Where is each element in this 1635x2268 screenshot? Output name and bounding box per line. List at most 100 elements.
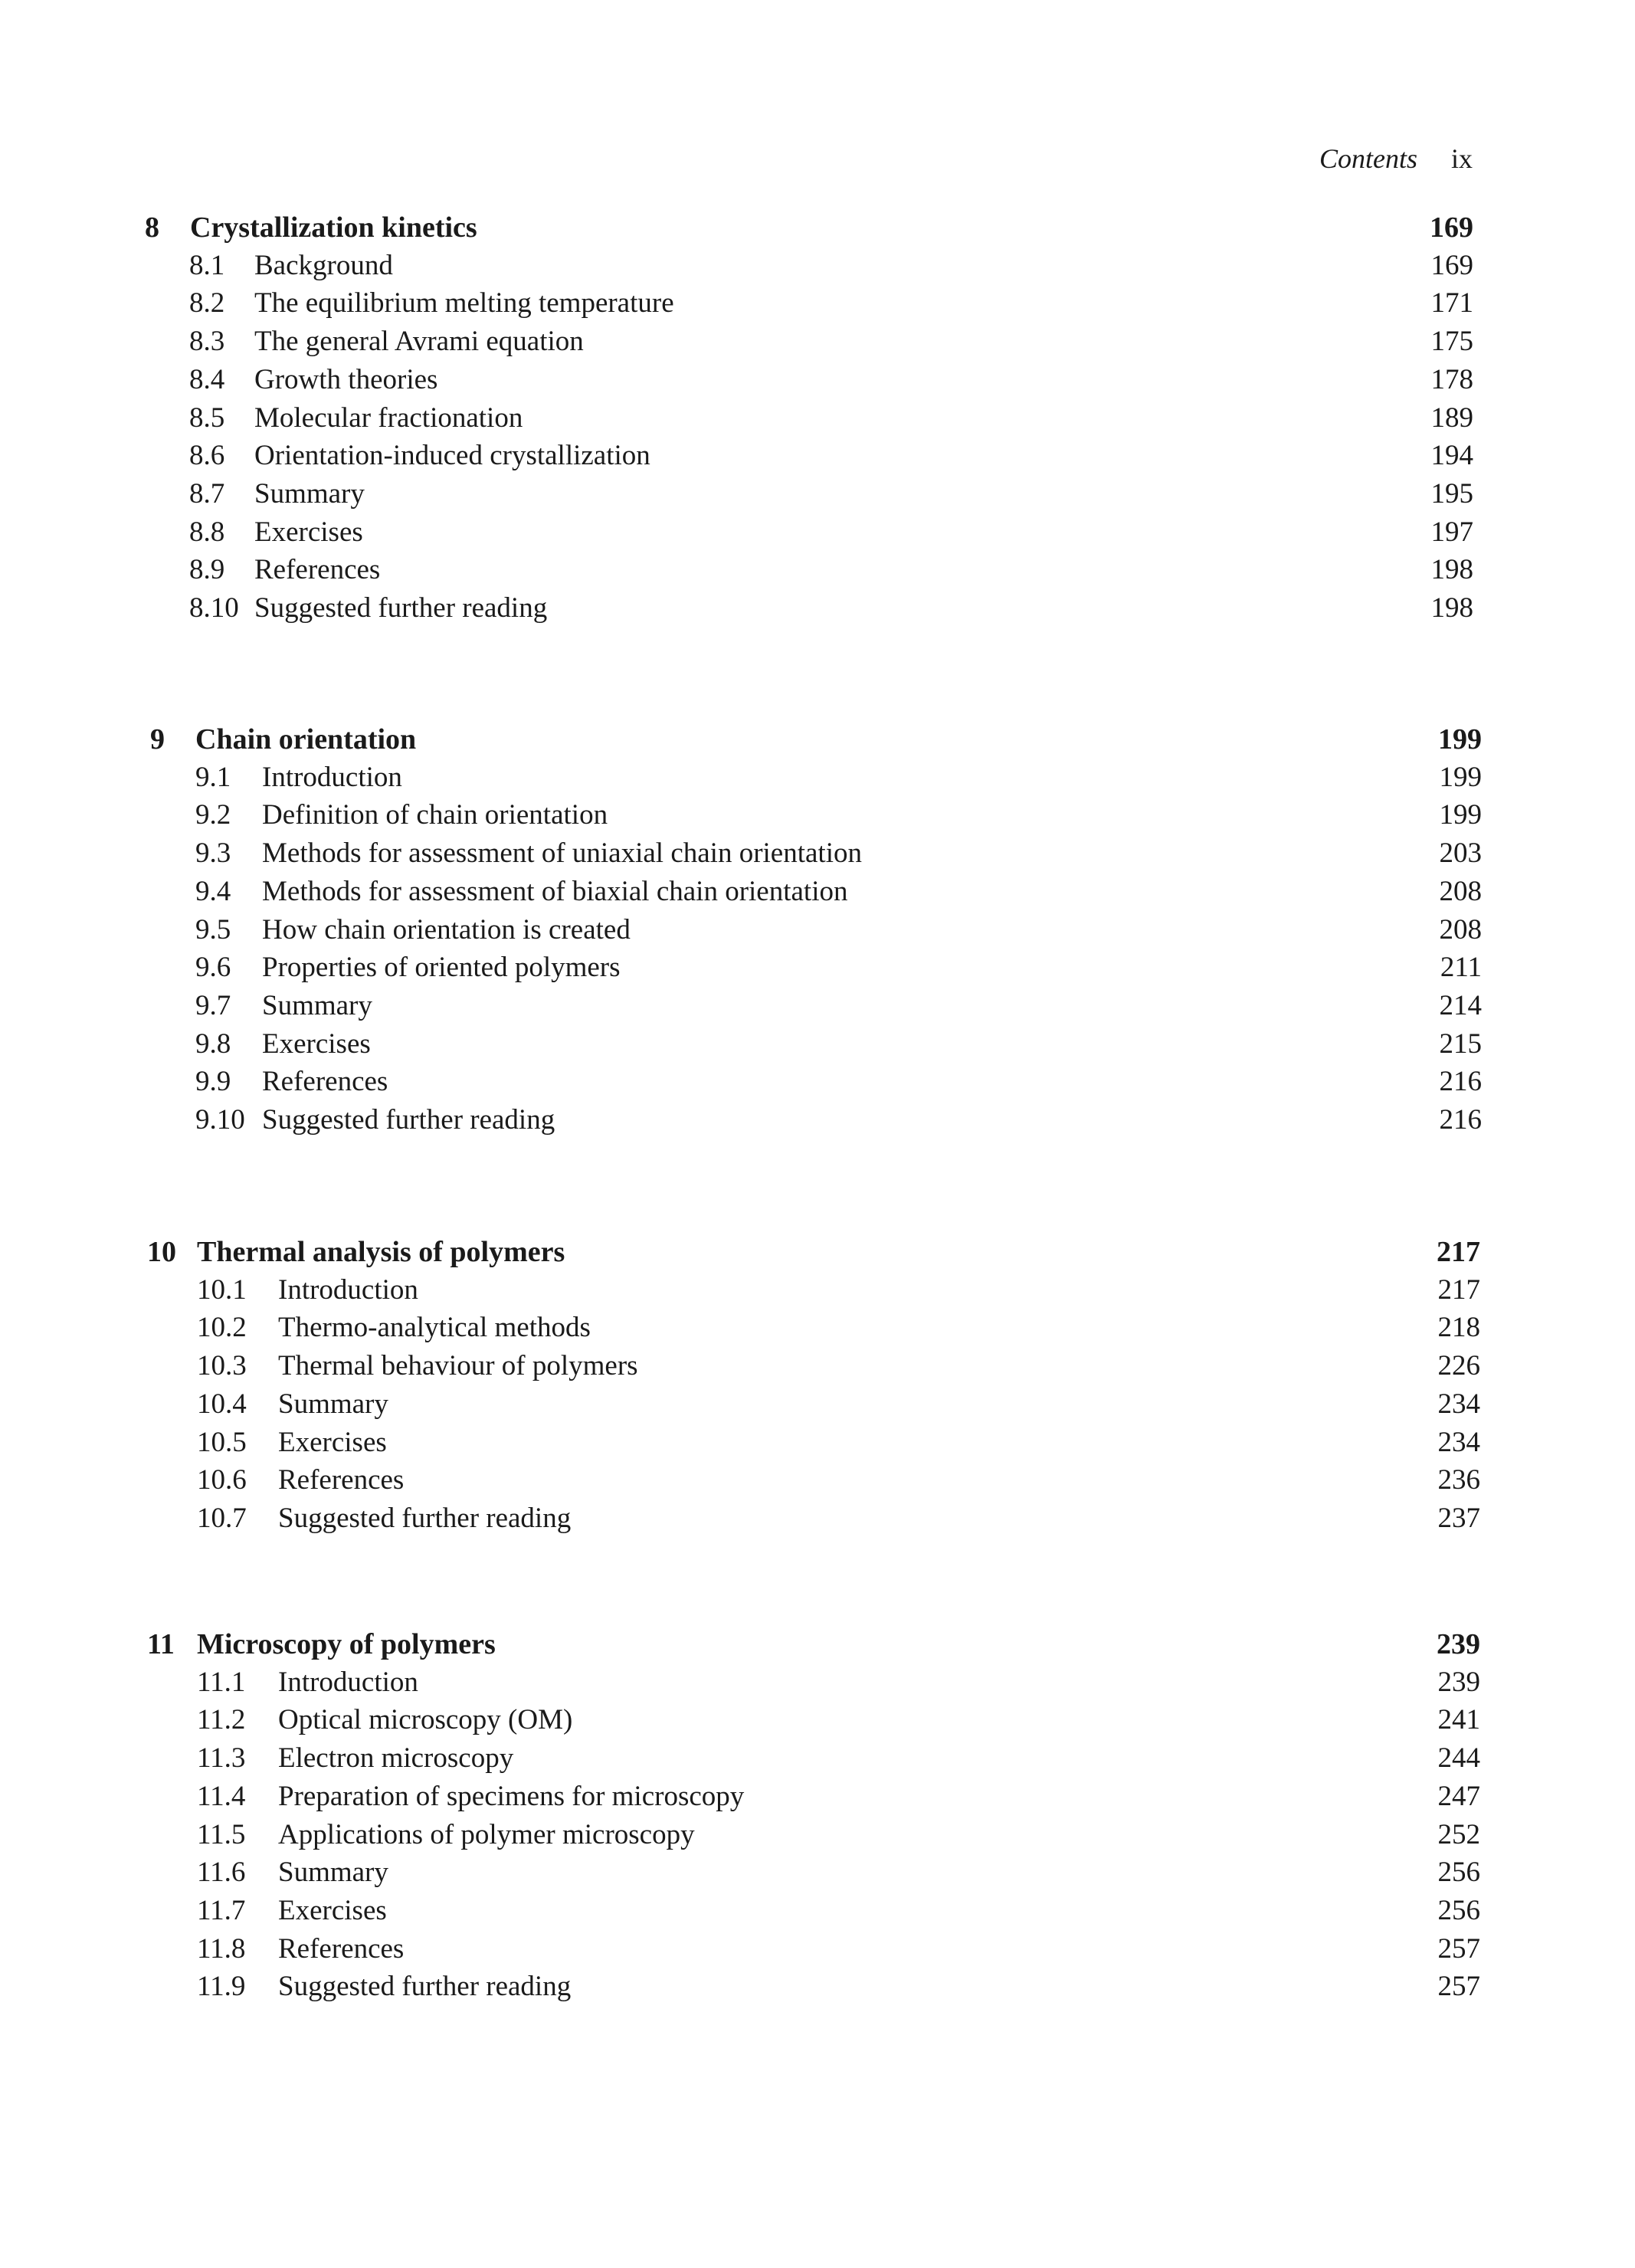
section-number: 11.4 <box>197 1780 246 1812</box>
section-entry: 11.5 Applications of polymer microscopy 25… <box>0 1816 1635 1854</box>
section-entry: 11.6 Summary 256 <box>0 1853 1635 1892</box>
running-header: Contents ix <box>1319 139 1473 178</box>
section-number: 9.2 <box>195 799 231 831</box>
section-number: 11.8 <box>197 1932 246 1965</box>
section-title: Suggested further reading <box>254 592 548 624</box>
section-number: 10.2 <box>197 1312 247 1344</box>
section-entry: 9.6 Properties of oriented polymers 211 <box>0 949 1635 987</box>
section-entry: 9.4 Methods for assessment of biaxial cha… <box>0 873 1635 911</box>
section-page: 214 <box>1439 989 1483 1021</box>
section-title: The general Avrami equation <box>254 326 584 358</box>
section-entry: 11.1 Introduction 239 <box>0 1663 1635 1702</box>
section-page: 199 <box>1439 799 1483 831</box>
section-entry: 8.9 References 198 <box>0 551 1635 589</box>
section-page: 197 <box>1430 516 1474 548</box>
section-number: 11.7 <box>197 1894 246 1926</box>
chapter-page: 239 <box>1437 1628 1480 1660</box>
section-page: 256 <box>1437 1857 1481 1889</box>
section-number: 8.2 <box>189 287 225 320</box>
section-page: 226 <box>1437 1350 1481 1382</box>
section-title: Background <box>254 249 393 281</box>
section-number: 10.3 <box>197 1350 247 1382</box>
section-title: Methods for assessment of biaxial chain … <box>262 875 848 907</box>
section-page: 257 <box>1437 1932 1481 1965</box>
section-title: Electron microscopy <box>278 1742 514 1775</box>
chapter-heading: 8 Crystallization kinetics 169 <box>0 208 1635 247</box>
section-page: 216 <box>1439 1104 1483 1136</box>
section-number: 9.8 <box>195 1027 231 1060</box>
section-page: 216 <box>1439 1066 1483 1098</box>
section-number: 9.9 <box>195 1066 231 1098</box>
section-page: 239 <box>1437 1666 1481 1698</box>
section-number: 8.10 <box>189 592 239 624</box>
section-title: Summary <box>254 477 365 510</box>
section-title: References <box>278 1932 405 1965</box>
section-page: 247 <box>1437 1780 1481 1812</box>
section-page: 256 <box>1437 1894 1481 1926</box>
running-header-section: Contents <box>1319 143 1417 174</box>
section-title: Suggested further reading <box>278 1502 572 1534</box>
section-title: Molecular fractionation <box>254 401 523 434</box>
section-page: 241 <box>1437 1704 1481 1736</box>
section-entry: 11.9 Suggested further reading 257 <box>0 1968 1635 2006</box>
section-page: 217 <box>1437 1273 1481 1306</box>
section-number: 9.5 <box>195 913 231 946</box>
section-entry: 8.1 Background 169 <box>0 247 1635 285</box>
section-title: How chain orientation is created <box>262 913 631 946</box>
section-number: 9.1 <box>195 761 231 793</box>
chapter-title: Crystallization kinetics <box>190 211 477 244</box>
section-title: Summary <box>278 1388 388 1420</box>
section-entry: 11.3 Electron microscopy 244 <box>0 1739 1635 1778</box>
chapter-page: 169 <box>1430 211 1473 244</box>
section-page: 236 <box>1437 1464 1481 1496</box>
section-entry: 11.8 References 257 <box>0 1930 1635 1968</box>
section-title: Orientation-induced crystallization <box>254 440 650 472</box>
section-number: 11.3 <box>197 1742 246 1775</box>
section-page: 199 <box>1439 761 1483 793</box>
section-entry: 9.9 References 216 <box>0 1063 1635 1101</box>
section-page: 252 <box>1437 1818 1481 1850</box>
section-entry: 10.7 Suggested further reading 237 <box>0 1499 1635 1538</box>
chapter-page: 217 <box>1437 1236 1480 1268</box>
section-page: 215 <box>1439 1027 1483 1060</box>
chapter-number: 11 <box>147 1628 175 1660</box>
section-number: 8.8 <box>189 516 225 548</box>
section-number: 11.6 <box>197 1857 246 1889</box>
chapter-heading: 10 Thermal analysis of polymers 217 <box>0 1233 1635 1271</box>
section-entry: 8.5 Molecular fractionation 189 <box>0 399 1635 438</box>
section-title: Introduction <box>278 1273 418 1306</box>
section-page: 218 <box>1437 1312 1481 1344</box>
section-entry: 10.4 Summary 234 <box>0 1385 1635 1424</box>
section-title: Applications of polymer microscopy <box>278 1818 695 1850</box>
section-entry: 8.2 The equilibrium melting temperature 17… <box>0 284 1635 323</box>
section-entry: 10.1 Introduction 217 <box>0 1271 1635 1309</box>
section-page: 175 <box>1430 326 1474 358</box>
section-title: References <box>262 1066 388 1098</box>
section-title: Exercises <box>278 1426 387 1458</box>
section-entry: 11.7 Exercises 256 <box>0 1892 1635 1930</box>
section-entry: 8.3 The general Avrami equation 175 <box>0 323 1635 361</box>
section-page: 234 <box>1437 1388 1481 1420</box>
section-entry: 8.10 Suggested further reading 198 <box>0 589 1635 628</box>
section-entry: 10.2 Thermo-analytical methods 218 <box>0 1309 1635 1347</box>
section-title: References <box>254 554 381 586</box>
section-entry: 10.5 Exercises 234 <box>0 1424 1635 1462</box>
section-page: 198 <box>1430 592 1474 624</box>
chapter-number: 10 <box>147 1236 176 1268</box>
section-entry: 9.3 Methods for assessment of uniaxial ch… <box>0 834 1635 873</box>
chapter-title: Thermal analysis of polymers <box>197 1236 565 1268</box>
section-page: 169 <box>1430 249 1474 281</box>
section-number: 11.2 <box>197 1704 246 1736</box>
section-entry: 10.6 References 236 <box>0 1461 1635 1499</box>
section-title: Preparation of specimens for microscopy <box>278 1780 745 1812</box>
section-title: References <box>278 1464 405 1496</box>
section-title: Introduction <box>278 1666 418 1698</box>
section-page: 244 <box>1437 1742 1481 1775</box>
section-entry: 11.2 Optical microscopy (OM) 241 <box>0 1701 1635 1739</box>
section-entry: 9.8 Exercises 215 <box>0 1025 1635 1064</box>
section-title: Thermal behaviour of polymers <box>278 1350 638 1382</box>
section-page: 208 <box>1439 913 1483 946</box>
section-number: 11.9 <box>197 1971 246 2003</box>
section-title: Exercises <box>254 516 363 548</box>
chapter-heading: 11 Microscopy of polymers 239 <box>0 1625 1635 1663</box>
